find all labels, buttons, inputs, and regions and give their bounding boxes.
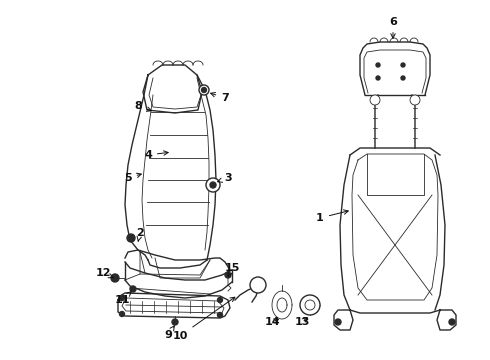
- Circle shape: [199, 85, 209, 95]
- Text: 10: 10: [172, 297, 235, 341]
- Circle shape: [218, 297, 222, 302]
- Text: 12: 12: [95, 268, 114, 278]
- Circle shape: [370, 95, 380, 105]
- Circle shape: [127, 234, 135, 242]
- Circle shape: [120, 296, 124, 301]
- Text: 3: 3: [218, 173, 232, 183]
- Circle shape: [376, 76, 380, 80]
- Text: 7: 7: [211, 93, 229, 103]
- Text: 2: 2: [136, 228, 144, 241]
- Circle shape: [111, 274, 119, 282]
- Text: 15: 15: [224, 263, 240, 276]
- Circle shape: [210, 182, 216, 188]
- Text: 11: 11: [114, 292, 131, 305]
- Text: 9: 9: [164, 326, 174, 340]
- Circle shape: [305, 300, 315, 310]
- Text: 4: 4: [144, 150, 168, 160]
- Circle shape: [335, 319, 341, 325]
- Text: 6: 6: [389, 17, 397, 38]
- Circle shape: [120, 311, 124, 316]
- Text: 8: 8: [134, 101, 151, 111]
- Circle shape: [376, 63, 380, 67]
- Circle shape: [449, 319, 455, 325]
- Circle shape: [225, 272, 231, 278]
- Circle shape: [300, 295, 320, 315]
- Circle shape: [410, 95, 420, 105]
- Text: 14: 14: [264, 317, 280, 327]
- Circle shape: [401, 63, 405, 67]
- Text: 13: 13: [294, 317, 310, 327]
- Text: 1: 1: [316, 210, 348, 223]
- Circle shape: [250, 277, 266, 293]
- Circle shape: [206, 178, 220, 192]
- Circle shape: [201, 87, 206, 93]
- Circle shape: [218, 312, 222, 318]
- Circle shape: [401, 76, 405, 80]
- Text: 5: 5: [124, 173, 141, 183]
- Circle shape: [130, 286, 136, 292]
- Circle shape: [172, 319, 178, 325]
